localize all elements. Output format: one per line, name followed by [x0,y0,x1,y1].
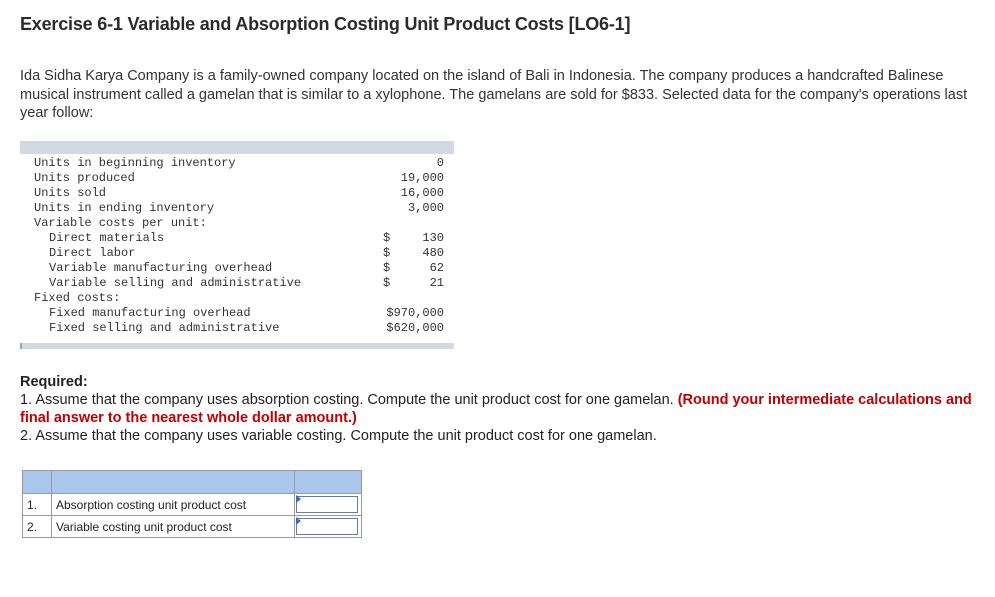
data-value: $620,000 [386,321,444,335]
data-row: Units produced 19,000 [20,171,454,186]
data-value: 130 [422,231,444,245]
input-marker-icon [296,495,301,503]
data-label: Variable manufacturing overhead [49,261,273,275]
absorption-cost-input[interactable] [296,496,358,513]
data-label: Direct materials [49,231,165,245]
data-label: Fixed costs: [34,291,121,305]
answer-row-label: Variable costing unit product cost [51,515,295,538]
data-row: Fixed selling and administrative $620,00… [20,321,454,336]
data-row: Fixed manufacturing overhead $970,000 [20,306,454,321]
data-row: Variable costs per unit: [20,216,454,231]
answer-table-header [22,470,362,494]
data-row: Variable selling and administrative $ 21 [20,276,454,291]
data-value: 0 [436,156,444,170]
intro-paragraph: Ida Sidha Karya Company is a family-owne… [20,68,968,121]
data-currency: $ [383,231,391,245]
data-row: Direct materials $ 130 [20,231,454,246]
data-value: 16,000 [400,186,444,200]
data-label: Direct labor [49,246,136,260]
question-1-rounding-note: (Round your intermediate calculations an… [20,392,972,426]
input-marker-icon [296,517,301,525]
question-1-text: 1. Assume that the company uses absorpti… [20,392,674,408]
data-table-footer-edge [20,343,22,349]
data-label: Units sold [34,186,107,200]
answer-row-label: Absorption costing unit product cost [51,493,295,516]
data-currency: $ [383,276,391,290]
question-1: 1. Assume that the company uses absorpti… [20,391,980,427]
data-label: Fixed selling and administrative [49,321,280,335]
data-value: 3,000 [407,201,444,215]
data-table: Units in beginning inventory 0 Units pro… [20,141,454,349]
data-currency: $ [383,261,391,275]
answer-row-number: 2. [22,515,52,538]
question-2-text: 2. Assume that the company uses variable… [20,428,657,444]
variable-cost-input[interactable] [296,518,358,535]
data-value: 62 [429,261,444,275]
data-row: Variable manufacturing overhead $ 62 [20,261,454,276]
data-value: $970,000 [386,306,444,320]
answer-cell [294,493,362,516]
data-label: Variable selling and administrative [49,276,302,290]
data-table-footer-bar [20,343,454,349]
data-label: Fixed manufacturing overhead [49,306,251,320]
answer-row: 1. Absorption costing unit product cost [22,493,362,516]
data-row: Units sold 16,000 [20,186,454,201]
header-cell-input [294,470,362,494]
data-currency: $ [383,246,391,260]
header-cell-num [22,470,52,494]
answer-row: 2. Variable costing unit product cost [22,515,362,538]
data-value: 19,000 [400,171,444,185]
data-label: Units in beginning inventory [34,156,236,170]
data-label: Variable costs per unit: [34,216,207,230]
answer-cell [294,515,362,538]
data-value: 480 [422,246,444,260]
data-value: 21 [429,276,444,290]
data-label: Units produced [34,171,135,185]
data-row: Units in beginning inventory 0 [20,156,454,171]
required-heading: Required: [20,374,88,390]
data-label: Units in ending inventory [34,201,215,215]
page-title: Exercise 6-1 Variable and Absorption Cos… [20,14,631,34]
answer-table: 1. Absorption costing unit product cost … [22,470,362,538]
header-cell-label [51,470,295,494]
answer-row-number: 1. [22,493,52,516]
required-section: Required: 1. Assume that the company use… [20,373,980,445]
data-table-header-bar [20,141,454,154]
data-row: Direct labor $ 480 [20,246,454,261]
data-row: Fixed costs: [20,291,454,306]
data-row: Units in ending inventory 3,000 [20,201,454,216]
